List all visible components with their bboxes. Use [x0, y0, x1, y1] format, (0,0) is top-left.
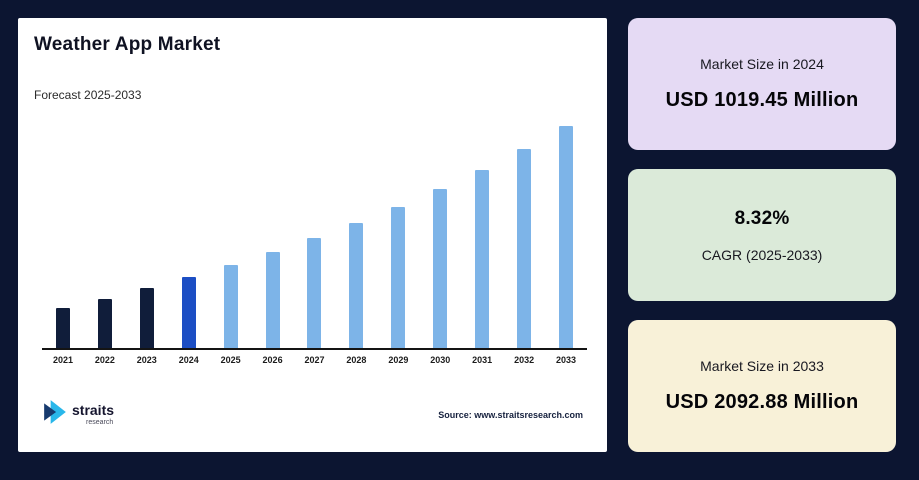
bar-column-2030 — [419, 189, 461, 348]
bar-2026 — [265, 252, 280, 348]
bar-column-2021 — [42, 308, 84, 348]
bar-column-2032 — [503, 149, 545, 348]
bar-column-2023 — [126, 288, 168, 348]
bar-2025 — [223, 265, 238, 348]
x-axis-label-2021: 2021 — [52, 355, 73, 365]
bar-2033 — [559, 126, 574, 348]
bar-column-2029 — [377, 207, 419, 348]
bar-2023 — [139, 288, 154, 348]
bar-column-2025 — [210, 265, 252, 348]
bar-2024 — [181, 277, 196, 348]
stat-value: USD 2092.88 Million — [665, 391, 859, 413]
stat-label: Market Size in 2033 — [700, 358, 824, 374]
bar-2030 — [433, 189, 448, 348]
straits-research-logo: straits research — [42, 399, 114, 430]
bar-2022 — [97, 299, 112, 348]
x-axis-label-2028: 2028 — [346, 355, 367, 365]
x-axis-label-2023: 2023 — [136, 355, 157, 365]
stat-label: CAGR (2025-2033) — [701, 246, 823, 263]
x-axis-label-2033: 2033 — [556, 355, 577, 365]
bar-2032 — [517, 149, 532, 348]
chart-card: Weather App Market Forecast 2025-2033 20… — [18, 18, 607, 452]
source-attribution: Source: www.straitsresearch.com — [438, 409, 583, 420]
bar-column-2028 — [335, 223, 377, 348]
x-axis-label-2026: 2026 — [262, 355, 283, 365]
chart-footer: straits research Source: www.straitsrese… — [42, 399, 583, 430]
logo-name: straits — [72, 402, 115, 418]
bar-column-2031 — [461, 170, 503, 348]
bar-2031 — [475, 170, 490, 348]
chart-subtitle: Forecast 2025-2033 — [34, 88, 142, 102]
x-axis-label-2027: 2027 — [304, 355, 325, 365]
x-axis-label-2025: 2025 — [220, 355, 241, 365]
x-axis-label-2030: 2030 — [430, 355, 451, 365]
x-axis-label-2029: 2029 — [388, 355, 409, 365]
straits-logo-icon — [42, 399, 68, 430]
stat-card-market-size-2024: Market Size in 2024 USD 1019.45 Million — [628, 18, 896, 150]
x-axis-label-2022: 2022 — [94, 355, 115, 365]
stat-value: 8.32% — [734, 207, 790, 229]
stats-column: Market Size in 2024 USD 1019.45 Million … — [628, 18, 896, 452]
bar-column-2026 — [252, 252, 294, 348]
x-axis-labels: 2021 2022 2023 2024 2025 2026 2027 2028 2029 2030… — [42, 355, 587, 365]
logo-text: straits research — [72, 403, 114, 426]
x-axis-label-2031: 2031 — [472, 355, 493, 365]
logo-subtitle: research — [86, 419, 114, 426]
stat-label: Market Size in 2024 — [700, 56, 824, 72]
bar-2021 — [55, 308, 70, 348]
bar-column-2022 — [84, 299, 126, 348]
bar-column-2024 — [168, 277, 210, 348]
bar-column-2033 — [545, 126, 587, 348]
chart-title: Weather App Market — [34, 34, 221, 55]
bar-2028 — [349, 223, 364, 348]
stat-card-market-size-2033: Market Size in 2033 USD 2092.88 Million — [628, 320, 896, 452]
bars-area — [42, 114, 587, 350]
x-axis-label-2024: 2024 — [178, 355, 199, 365]
bar-2029 — [391, 207, 406, 348]
bar-2027 — [307, 238, 322, 348]
bar-column-2027 — [294, 238, 336, 348]
x-axis-label-2032: 2032 — [514, 355, 535, 365]
stat-card-cagr: 8.32% CAGR (2025-2033) — [628, 169, 896, 301]
stat-value: USD 1019.45 Million — [665, 89, 859, 111]
bar-chart: 2021 2022 2023 2024 2025 2026 2027 2028 2029 2030… — [42, 114, 587, 365]
